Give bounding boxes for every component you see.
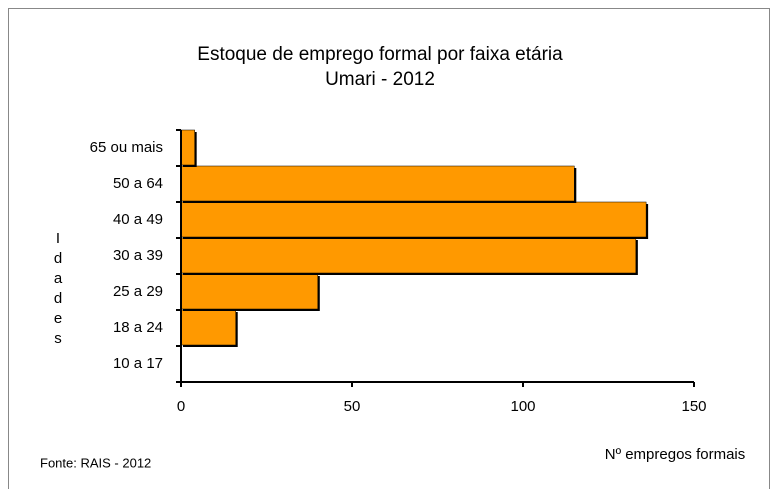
x-tick-label: 100 [510,398,535,415]
y-tick-label: 65 ou mais [90,139,163,156]
bar [180,165,575,202]
chart-subtitle: Umari - 2012 [325,69,435,90]
bar [180,201,647,238]
y-axis-label: Idades [50,230,67,350]
y-tick-label: 40 a 49 [113,211,163,228]
chart-title: Estoque de emprego formal por faixa etár… [197,44,563,65]
x-tick-label: 50 [344,398,361,415]
y-tick-label: 50 a 64 [113,175,163,192]
y-tick-label: 10 a 17 [113,355,163,372]
x-axis-label: Nº empregos formais [605,446,746,463]
source-note: Fonte: RAIS - 2012 [40,455,151,470]
bar [180,237,637,274]
y-tick-label: 25 a 29 [113,283,163,300]
y-tick-label: 18 a 24 [113,319,163,336]
bar [180,129,195,166]
x-tick-label: 150 [681,398,706,415]
x-tick-label: 0 [177,398,185,415]
bar [180,309,236,346]
y-tick-label: 30 a 39 [113,247,163,264]
bar [180,273,319,310]
